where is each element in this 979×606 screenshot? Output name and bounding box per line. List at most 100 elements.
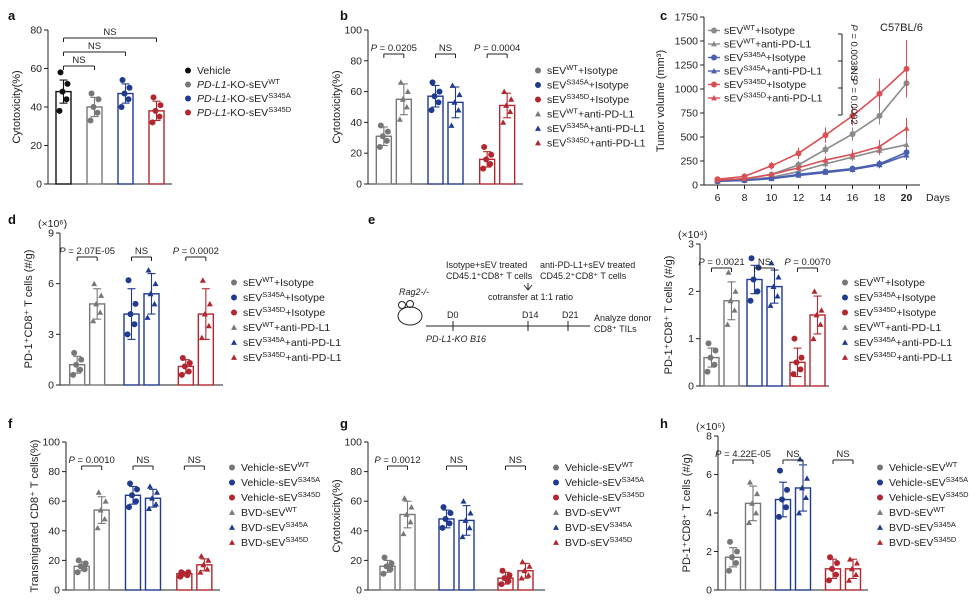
data-point [746,519,752,526]
data-point [854,560,860,566]
y-tick-label: 250 [680,156,698,168]
data-point [827,554,833,561]
data-point [775,274,782,280]
legend-label: sEVS345D+Isotype [243,305,325,320]
data-point [181,363,188,370]
y-tick-label: 60 [350,86,362,98]
data-point [70,371,77,378]
data-point [526,563,533,569]
data-point [793,359,800,366]
legend-label: BVD-sEVS345A [889,520,956,535]
series-line [717,154,907,183]
data-point [404,88,411,94]
data-point [767,302,774,308]
data-point [377,122,384,129]
chart-h: 0 2 4 6 8 PD-1⁺CD8⁺ T cells (#/g) (×10⁵) P = 4.… [681,421,969,597]
data-point [813,312,820,318]
data-point [747,297,754,304]
y-tick-label: 100 [344,25,362,37]
data-point [712,347,719,354]
series-point [822,132,829,139]
data-point [88,90,95,97]
data-point [784,486,790,493]
data-point [185,569,192,576]
legend-label: BVD-sEVS345D [565,535,633,550]
data-point [59,88,66,95]
legend-label: sEVS345A+anti-PD-L1 [243,335,341,350]
series-point [903,152,910,158]
data-point [201,311,208,317]
data-point [125,96,132,103]
series-point [795,172,802,178]
series-point [822,169,829,175]
series-point [849,112,856,119]
data-point [429,79,436,86]
y-tick-label: 9 [48,228,54,240]
y-tick-label: 8 [706,431,712,443]
y-tick-label: 6 [48,278,54,290]
y-tick-label: 1750 [675,12,699,24]
legend-label: PD-L1-KO-sEVS345D [197,105,292,120]
y-tick-label: 0 [54,585,60,597]
y-tick-label: 6 [706,469,712,481]
data-point [102,498,109,504]
data-point [525,572,532,578]
data-point [791,335,798,342]
y-axis-label: Transmigrated CD8⁺ T cells(%) [29,440,41,593]
y-tick-label: 60 [350,496,362,508]
stat-label: NS [450,455,463,466]
y-scale-label: (×10⁶) [38,218,67,230]
series-point [768,171,775,177]
panel-label-d: d [8,212,16,227]
data-point [125,277,132,284]
data-point [747,479,753,485]
y-axis-label: Tumor volume (mm³) [655,50,667,152]
data-point [811,288,818,294]
y-tick-label: 1 [688,333,694,345]
data-point [446,520,453,527]
legend-marker [842,324,848,330]
y-axis-label: Cytotoxicity(%) [331,479,343,552]
data-point [483,156,490,163]
series-point [795,164,802,171]
data-point [487,160,494,167]
x-tick-label: 16 [847,192,859,204]
data-point [198,552,205,559]
data-point [750,276,757,283]
legend-label: Vehicle-sEVS345A [565,475,644,490]
legend-marker [711,81,717,88]
data-point [71,349,78,356]
y-tick-label: 80 [350,466,362,478]
stat-label: NS [135,246,148,257]
data-point [519,558,526,565]
data-point [379,133,386,140]
data-point [403,104,410,110]
data-point [94,109,101,116]
mouse-ear-icon [406,300,414,308]
data-point [149,495,155,501]
arrow-down-icon [523,283,533,291]
data-point [87,117,94,124]
data-point [98,292,105,298]
series-point [795,150,802,157]
legend-marker [842,309,848,316]
y-axis-label: PD-1⁺CD8⁺ T cells (#/g) [681,454,693,573]
y-tick-label: 100 [344,437,362,449]
data-point [799,484,805,491]
y-axis-label: Cytotoxicity(%) [11,70,23,143]
data-point [431,93,438,100]
stat-label: P = 2.07E-05 [59,246,115,257]
legend-label: sEVWT+anti-PD-L1 [243,320,330,335]
panel-label-e: e [368,212,375,227]
stat-label: P = 0.0004 [474,43,520,54]
data-point [797,366,804,373]
stat-label: P = 4.22E-05 [715,449,771,460]
legend-marker [535,111,541,117]
step2b-label: CD45.2⁺CD8⁺ T cells [540,271,627,281]
legend-marker [185,81,191,88]
legend-marker [553,509,559,515]
stat-label: P = 0.0002 [173,246,219,257]
legend-label: BVD-sEVWT [565,505,621,520]
data-point [95,489,102,495]
legend-marker [877,524,883,530]
